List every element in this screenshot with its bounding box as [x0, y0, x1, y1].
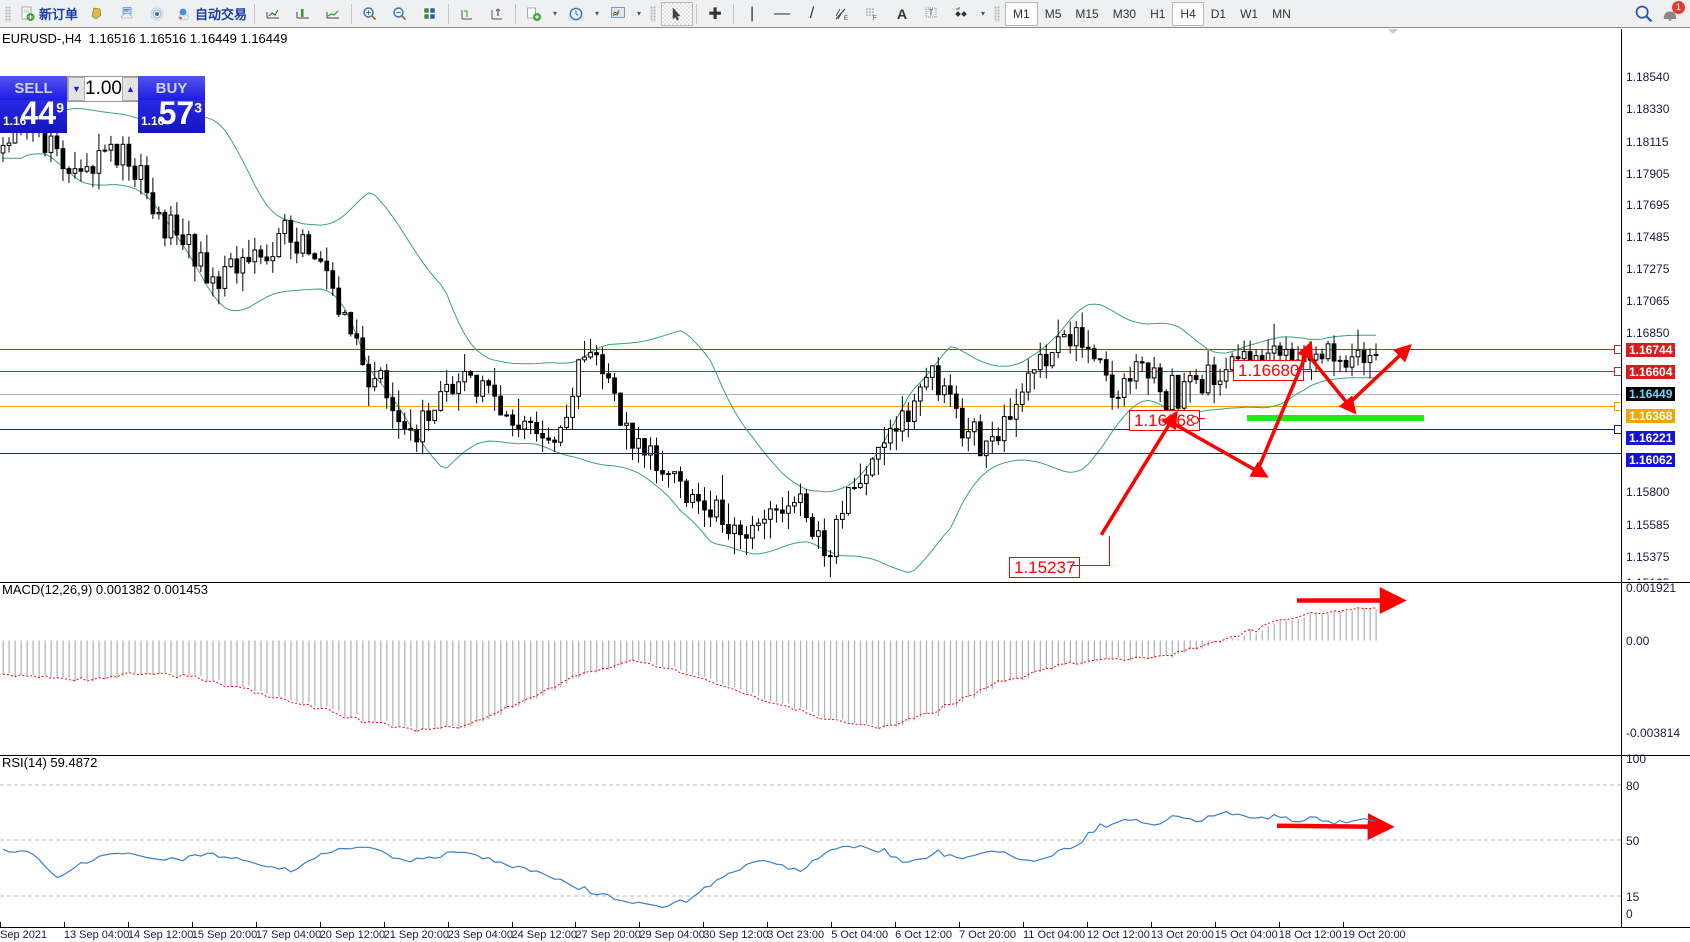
svg-text:E: E	[844, 16, 848, 22]
svg-text:T: T	[929, 8, 934, 17]
svg-text:F: F	[873, 16, 877, 22]
